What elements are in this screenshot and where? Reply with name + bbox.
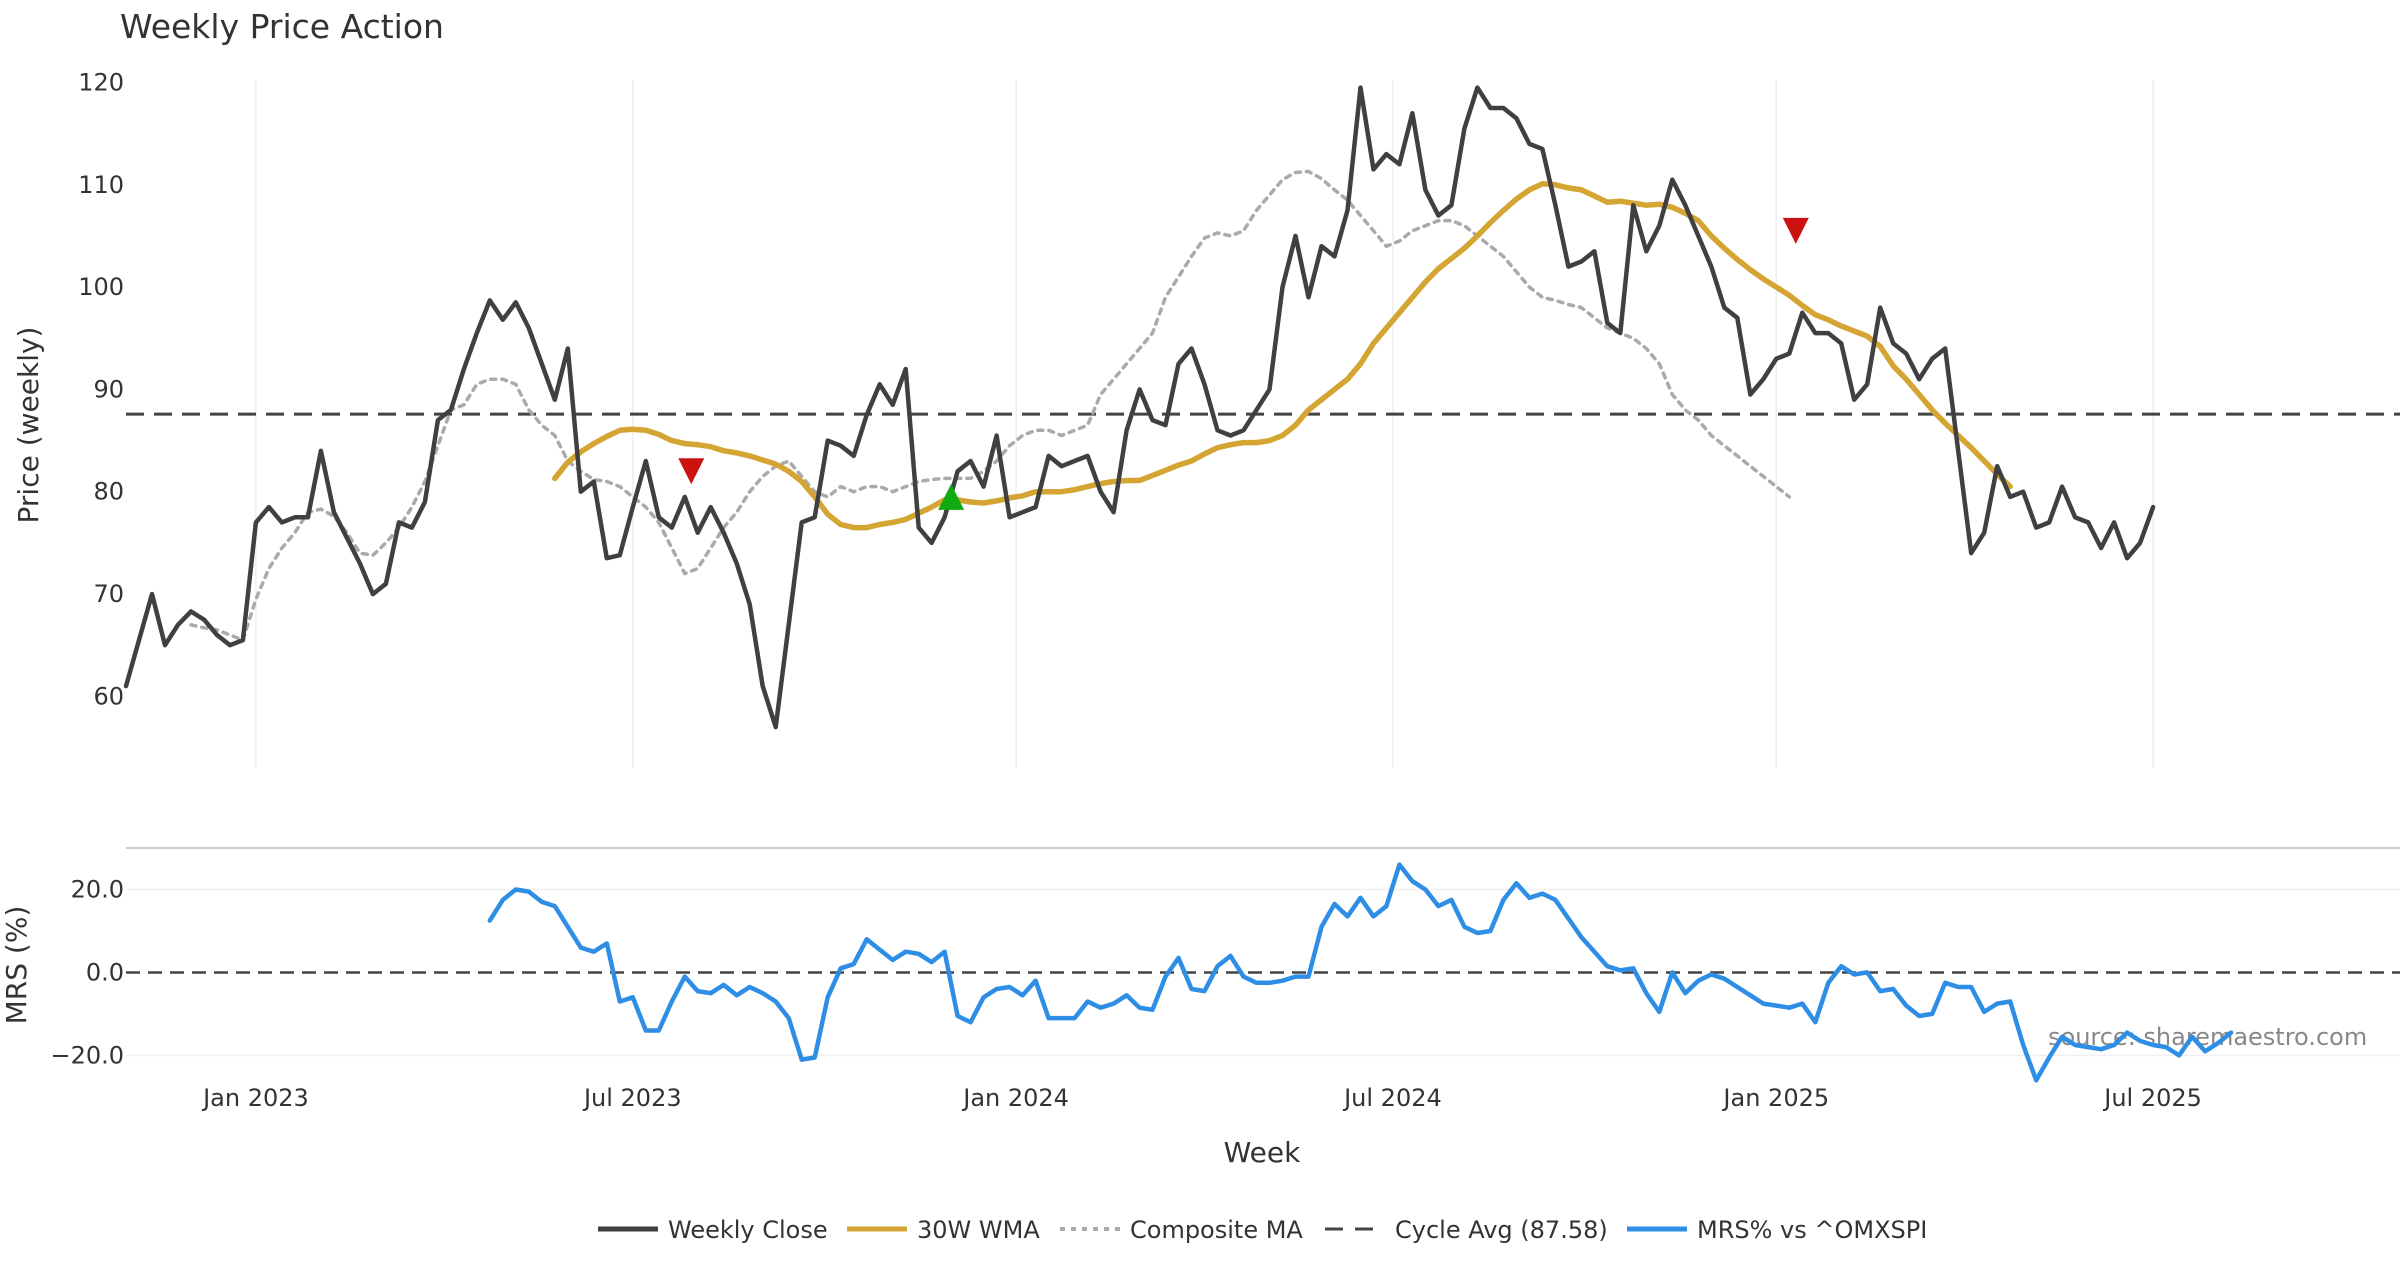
x-tick-label: Jul 2025: [2102, 1084, 2202, 1112]
x-tick-label: Jan 2025: [1721, 1084, 1829, 1112]
source-note: source: sharemaestro.com: [2048, 1023, 2367, 1051]
x-tick-label: Jul 2023: [582, 1084, 682, 1112]
wma-30w-line: [552, 181, 2013, 531]
price-y-axis-label: Price (weekly): [12, 327, 45, 524]
mrs-line: [487, 862, 2234, 1083]
sell-signal-marker: [678, 458, 705, 485]
x-tick-label: Jul 2024: [1342, 1084, 1442, 1112]
price-y-tick-label: 120: [78, 68, 124, 96]
price-y-tick-label: 90: [93, 375, 124, 403]
sell-signal-marker: [1782, 217, 1809, 244]
x-tick-label: Jan 2024: [961, 1084, 1069, 1112]
price-y-tick-label: 80: [93, 478, 124, 506]
price-y-tick-label: 100: [78, 273, 124, 301]
legend-label: MRS% vs ^OMXSPI: [1697, 1216, 1927, 1244]
mrs-y-axis-label: MRS (%): [0, 906, 33, 1025]
price-y-tick-label: 60: [93, 682, 124, 710]
mrs-y-tick-label: 20.0: [71, 875, 124, 903]
grid-layer: [126, 80, 2400, 1057]
chart-title: Weekly Price Action: [120, 7, 444, 46]
legend-label: 30W WMA: [917, 1216, 1040, 1244]
x-axis-label: Week: [1224, 1136, 1301, 1169]
price-y-tick-label: 110: [78, 171, 124, 199]
legend-label: Composite MA: [1130, 1216, 1303, 1244]
composite-ma-line: [189, 169, 1792, 642]
legend-label: Cycle Avg (87.58): [1395, 1216, 1608, 1244]
mrs-y-tick-label: −20.0: [50, 1041, 124, 1069]
price-y-tick-label: 70: [93, 580, 124, 608]
x-tick-label: Jan 2023: [201, 1084, 309, 1112]
legend-label: Weekly Close: [668, 1216, 828, 1244]
mrs-y-tick-label: 0.0: [86, 958, 124, 986]
buy-signal-marker: [938, 483, 965, 510]
weekly-close-line: [123, 85, 2156, 730]
